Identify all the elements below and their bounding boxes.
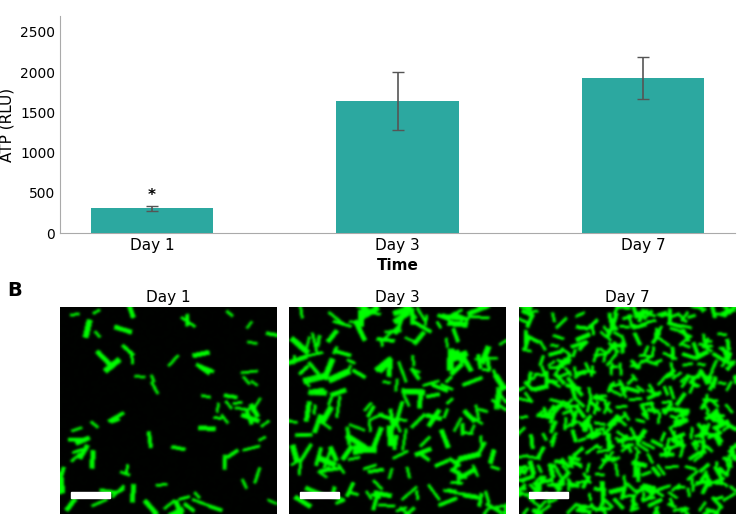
Bar [70,492,110,498]
Text: *: * [148,188,156,204]
Title: Day 1: Day 1 [146,290,190,305]
Bar [300,492,339,498]
Y-axis label: ATP (RLU): ATP (RLU) [0,87,14,162]
Text: B: B [8,281,22,300]
Bar [581,78,704,233]
Bar [336,101,459,233]
Bar [91,208,214,233]
Title: Day 3: Day 3 [375,290,420,305]
Bar [530,492,568,498]
Title: Day 7: Day 7 [604,290,650,305]
X-axis label: Time: Time [376,259,419,273]
